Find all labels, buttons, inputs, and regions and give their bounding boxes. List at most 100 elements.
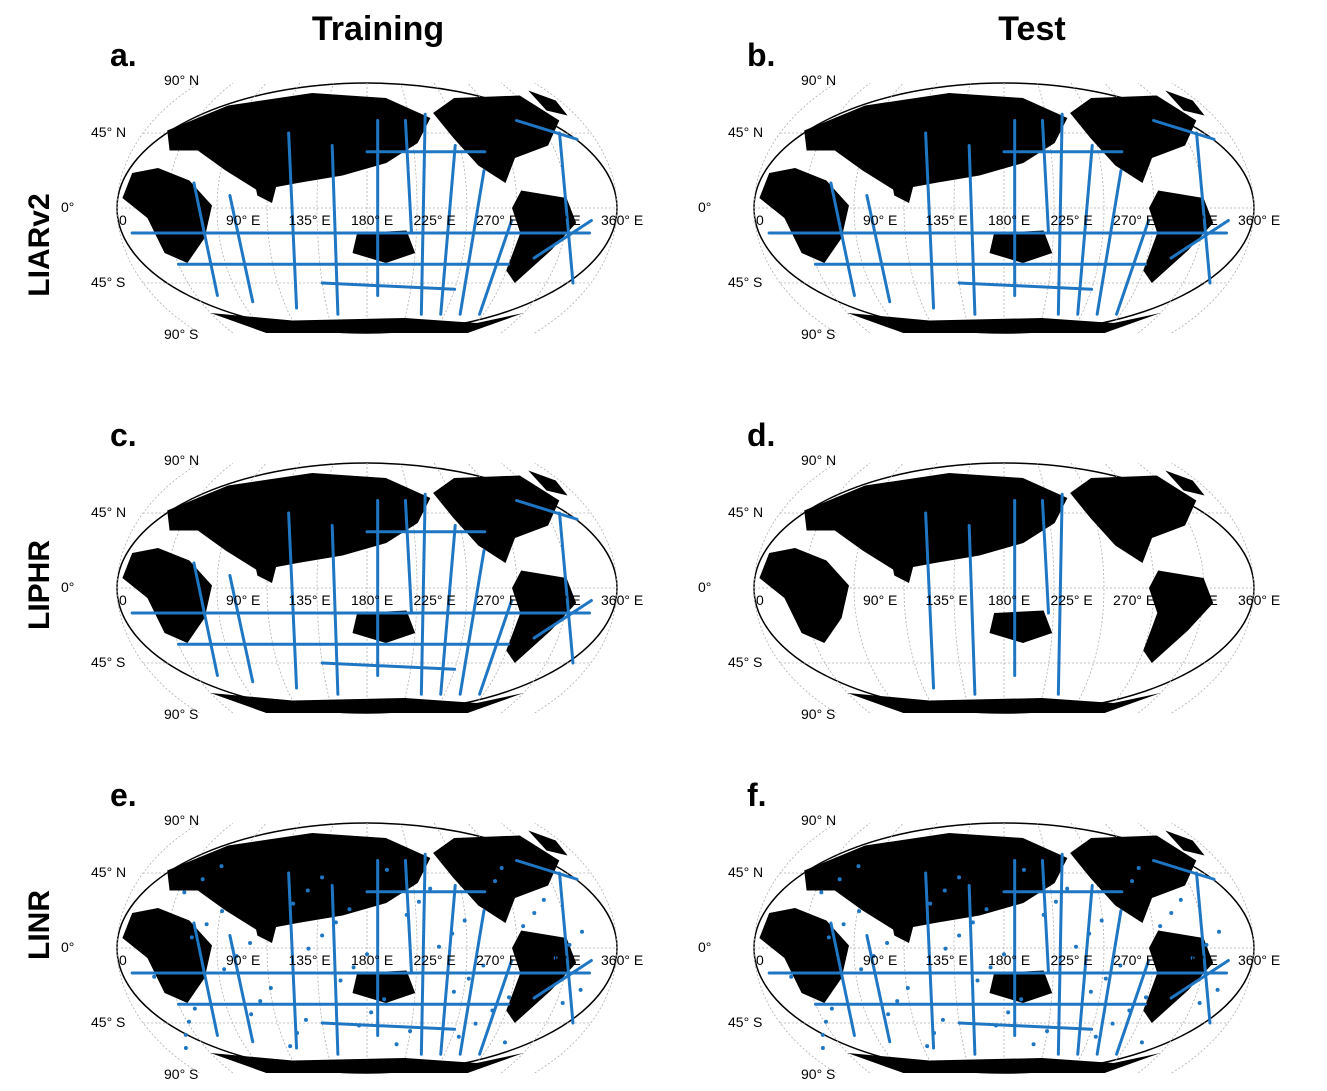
- land-mass: [1165, 830, 1205, 856]
- cruise-track: [287, 511, 299, 690]
- cruise-track: [957, 1021, 1094, 1031]
- land-mass: [352, 230, 416, 263]
- longitude-label: 315° E: [1175, 592, 1218, 608]
- land-mass: [890, 918, 916, 943]
- map-panel-f: f. 90° N 45° N 0° 45° S 90° S 0 45° E 90° E 135° …: [698, 777, 1282, 1085]
- latitude-label: 90° N: [164, 812, 200, 828]
- land-mass: [167, 833, 431, 931]
- sample-point: [1204, 942, 1209, 947]
- sample-point: [219, 864, 224, 869]
- sample-point: [1087, 931, 1092, 936]
- sample-point: [1002, 952, 1006, 957]
- cruise-track: [532, 599, 593, 640]
- panel-label: b.: [747, 37, 776, 73]
- land-mass: [167, 473, 431, 571]
- latitude-label: 45° N: [91, 124, 127, 140]
- land-mass: [759, 168, 849, 263]
- cruise-track: [1040, 859, 1051, 975]
- graticule-meridian: [534, 462, 618, 714]
- graticule-meridian: [500, 462, 568, 714]
- land-mass: [210, 1053, 524, 1073]
- cruise-track: [192, 921, 219, 1037]
- graticule-meridian: [166, 462, 234, 714]
- sample-point: [1031, 1042, 1036, 1047]
- land-mass: [989, 230, 1053, 263]
- longitude-label: 180° E: [351, 212, 394, 228]
- cruise-track: [967, 884, 977, 1056]
- land-mass: [433, 475, 560, 563]
- sample-point: [320, 875, 325, 880]
- sample-point: [502, 1040, 507, 1045]
- land-mass: [804, 833, 1068, 931]
- map-panel-a: a. 90° N 45° N 0° 45° S 90° S 0 45° E 90° E 135° …: [61, 37, 645, 345]
- sample-point: [886, 1012, 891, 1017]
- sample-point: [306, 946, 311, 951]
- longitude-label: 180° E: [988, 212, 1031, 228]
- sample-point: [1093, 1034, 1098, 1039]
- sample-point: [578, 987, 583, 992]
- longitude-label: 315° E: [538, 592, 581, 608]
- cruise-track: [403, 499, 414, 615]
- longitude-label: 0: [119, 952, 127, 968]
- latitude-label: 0°: [61, 939, 75, 955]
- longitude-label: 0: [119, 592, 127, 608]
- cruise-track: [1056, 112, 1064, 316]
- cruise-track: [967, 144, 977, 316]
- land-mass: [122, 548, 212, 643]
- graticule-meridian: [166, 822, 234, 1074]
- sample-point: [837, 877, 842, 882]
- longitude-label: 270° E: [476, 952, 519, 968]
- cruise-track: [320, 661, 457, 671]
- latitude-label: 0°: [61, 199, 75, 215]
- land-mass: [433, 835, 560, 923]
- cruise-track: [419, 112, 427, 316]
- latitude-label: 45° N: [728, 504, 764, 520]
- sample-point: [940, 1017, 945, 1022]
- land-mass: [1143, 190, 1214, 283]
- sample-point: [382, 997, 387, 1002]
- longitude-label: 45° E: [800, 212, 835, 228]
- cruise-track: [967, 524, 977, 696]
- latitude-label: 0°: [698, 939, 712, 955]
- cruise-track: [287, 871, 299, 1050]
- sample-point: [859, 967, 864, 972]
- sample-point: [234, 954, 239, 959]
- sample-point: [856, 864, 861, 869]
- cruise-track: [419, 492, 427, 696]
- land-mass: [890, 558, 916, 583]
- sample-point: [532, 911, 537, 915]
- sample-point: [1110, 1021, 1115, 1026]
- land-mass: [528, 470, 568, 496]
- sample-point: [466, 976, 471, 981]
- longitude-label: 135° E: [288, 952, 331, 968]
- latitude-label: 0°: [61, 579, 75, 595]
- sample-point: [1073, 944, 1078, 949]
- cruise-track: [515, 859, 579, 881]
- sample-point: [1143, 995, 1148, 1000]
- longitude-label: 360° E: [1238, 952, 1281, 968]
- longitude-label: 90° E: [863, 212, 898, 228]
- panel-label: d.: [747, 417, 776, 453]
- land-mass: [122, 908, 212, 1003]
- cruise-track: [478, 959, 514, 1056]
- sample-point: [553, 956, 558, 960]
- world-map-svg: [116, 82, 618, 334]
- row-title-liarv2: LIARv2: [23, 193, 56, 297]
- sample-point: [1169, 911, 1174, 915]
- sample-point: [1215, 987, 1220, 992]
- land-mass: [989, 970, 1053, 1003]
- sample-point: [351, 965, 356, 970]
- latitude-label: 90° S: [164, 1066, 199, 1082]
- sample-point: [493, 879, 498, 884]
- sample-point: [347, 907, 352, 912]
- longitude-label: 360° E: [1238, 592, 1281, 608]
- sample-point: [1190, 956, 1195, 960]
- latitude-label: 45° N: [728, 864, 764, 880]
- cruise-track: [1040, 119, 1051, 235]
- cruise-track: [865, 194, 892, 304]
- latitude-label: 90° N: [801, 72, 837, 88]
- sample-point: [305, 888, 310, 893]
- longitude-label: 180° E: [988, 952, 1031, 968]
- cruise-track: [558, 131, 575, 285]
- graticule-meridian: [534, 822, 618, 1074]
